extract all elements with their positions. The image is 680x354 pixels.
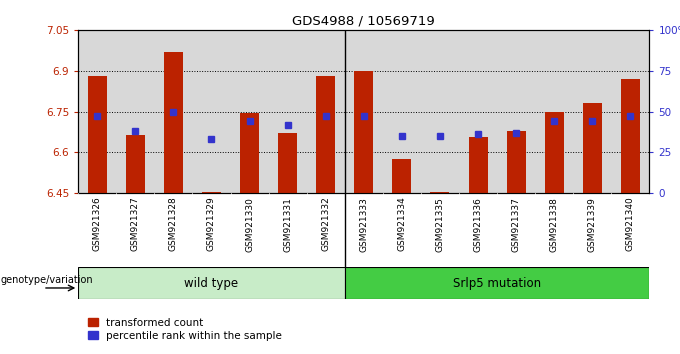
Bar [507,131,526,193]
Text: wild type: wild type [184,277,239,290]
Text: GSM921335: GSM921335 [435,197,445,252]
Bar [545,112,564,193]
Text: GSM921330: GSM921330 [245,197,254,252]
Text: GSM921336: GSM921336 [473,197,483,252]
Bar [240,113,259,193]
Bar [354,71,373,193]
Legend: transformed count, percentile rank within the sample: transformed count, percentile rank withi… [84,314,286,345]
Text: GSM921339: GSM921339 [588,197,597,252]
Bar [164,52,183,193]
Text: GSM921332: GSM921332 [321,197,330,251]
Text: GSM921331: GSM921331 [283,197,292,252]
Bar [621,79,640,193]
Text: GSM921326: GSM921326 [92,197,102,251]
Bar [392,159,411,193]
Bar [583,103,602,193]
Text: GSM921328: GSM921328 [169,197,178,251]
Text: GSM921327: GSM921327 [131,197,140,251]
Text: Srlp5 mutation: Srlp5 mutation [453,277,541,290]
Text: GSM921329: GSM921329 [207,197,216,251]
Text: GSM921338: GSM921338 [549,197,559,252]
Bar [345,267,649,299]
Bar [126,135,145,193]
Text: genotype/variation: genotype/variation [1,275,93,285]
Bar [88,76,107,193]
Text: GSM921333: GSM921333 [359,197,369,252]
Bar [316,76,335,193]
Title: GDS4988 / 10569719: GDS4988 / 10569719 [292,15,435,28]
Text: GSM921337: GSM921337 [511,197,521,252]
Bar [202,192,221,193]
Bar [78,267,345,299]
Bar [430,192,449,193]
Text: GSM921340: GSM921340 [626,197,635,251]
Text: GSM921334: GSM921334 [397,197,407,251]
Bar [469,137,488,193]
Bar [278,133,297,193]
